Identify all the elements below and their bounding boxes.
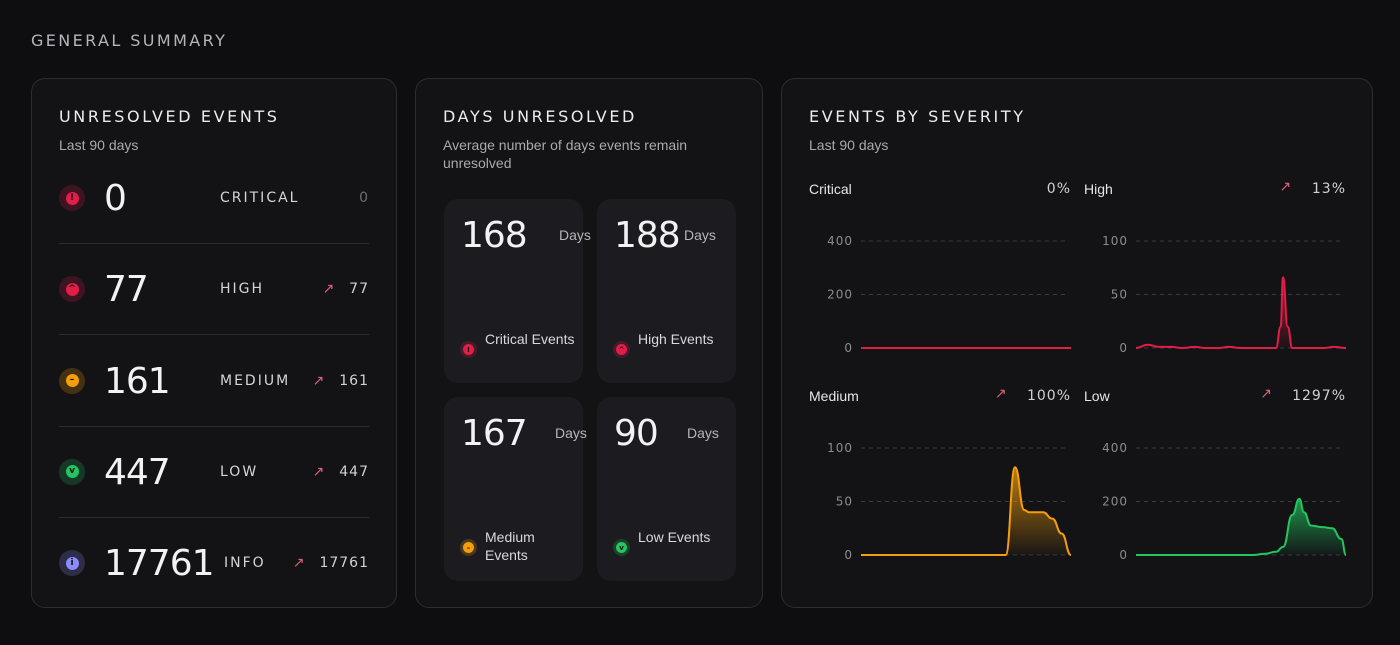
trend-up-icon: ↗ [322,281,336,298]
days-tile-low[interactable]: 90 Days v Low Events [597,397,736,581]
days-value: 168 [461,215,528,256]
days-label: Low Events [638,529,711,545]
events-by-severity-card: EVENTS BY SEVERITY Last 90 days Critical… [781,78,1373,608]
severity-chart-low: Low 1297% ↗ 0 200 400 [1084,385,1346,568]
trend-up-icon: ↗ [1260,385,1272,401]
days-unresolved-subtitle: Average number of days events remain unr… [443,137,688,171]
chart-change: 100% [1026,388,1071,404]
chart-title: High [1084,181,1113,197]
series-area [1136,498,1346,555]
days-unresolved-card: DAYS UNRESOLVED Average number of days e… [415,78,763,608]
event-count: 17761 [104,543,215,585]
event-count: 0 [104,178,127,219]
chart-change: 13% [1311,181,1346,197]
events-by-severity-title: EVENTS BY SEVERITY [809,107,1026,126]
severity-label: LOW [220,463,259,480]
y-tick-label: 0 [844,341,853,355]
critical-severity-icon: ! [59,185,85,211]
series-line [1136,497,1346,556]
event-row-high[interactable]: ^ 77 HIGH ↗ 77 [59,244,369,336]
series-area [1136,277,1346,348]
series-line [1135,276,1346,350]
chart-change: 1297% [1292,388,1346,404]
low-severity-icon: v [616,542,627,553]
chart-plot: 0 200 400 [827,234,1071,355]
severity-label: CRITICAL [220,190,300,206]
days-value: 188 [614,215,681,256]
chart-change: 0% [1046,181,1071,197]
days-tile-critical[interactable]: 168 Days! Critical Events [444,199,591,383]
severity-label: MEDIUM [220,372,291,389]
events-by-severity-subtitle: Last 90 days [809,137,889,153]
days-unit: Days [684,227,716,243]
chart-title: Low [1084,388,1110,404]
y-tick-label: 200 [827,288,853,302]
y-tick-label: 50 [1111,288,1128,302]
info-severity-icon: i [59,550,85,577]
severity-label: INFO [224,555,266,572]
days-label: Medium Events [485,529,535,563]
event-row-critical[interactable]: ! 0 CRITICAL 0 [59,153,369,244]
y-tick-label: 0 [1119,548,1128,562]
trend-up-icon: ↗ [1279,178,1292,194]
chart-plot: 0 200 400 [1102,441,1346,562]
unresolved-events-title: UNRESOLVED EVENTS [59,107,280,126]
medium-severity-icon: – [59,367,85,394]
y-tick-label: 100 [1102,234,1128,248]
event-count: 447 [104,451,171,493]
days-tile-high[interactable]: 188 Days ^ High Events [597,199,736,383]
days-label: High Events [638,331,714,347]
severity-chart-critical: Critical 0% 0 200 400 [809,181,1071,361]
unresolved-events-card: UNRESOLVED EVENTS Last 90 days ! 0 CRITICA… [31,78,397,608]
y-tick-label: 400 [1102,441,1128,455]
days-label: Critical Events [485,331,575,347]
trend-up-icon: ↗ [994,385,1007,401]
y-tick-label: 0 [1119,341,1128,355]
trend-value: ↗ 17761 [292,555,369,572]
chart-plot: 0 50 100 [1102,234,1346,355]
y-tick-label: 200 [1102,495,1128,509]
chart-title: Medium [809,388,859,404]
series-area [861,467,1071,555]
medium-severity-icon: – [463,542,474,553]
trend-value: ↗ 77 [322,281,369,298]
unresolved-events-subtitle: Last 90 days [59,137,139,153]
chart-title: Critical [809,181,852,197]
high-severity-icon: ^ [616,344,627,355]
days-value: 90 [614,413,659,454]
event-row-medium[interactable]: –161 MEDIUM ↗ 161 [59,336,369,427]
trend-value: ↗ 161 [312,372,369,389]
severity-chart-high: High 13% ↗ 0 50 100 [1084,178,1346,361]
days-unit: Days [687,425,719,441]
days-unit: Days [559,227,591,243]
y-tick-label: 100 [827,441,853,455]
trend-value: ↗ 447 [312,463,369,480]
days-unresolved-title: DAYS UNRESOLVED [443,107,637,126]
y-tick-label: 0 [844,548,853,562]
trend-value: 0 [359,190,369,206]
series-line [861,466,1071,556]
severity-label: HIGH [220,281,265,298]
severity-chart-medium: Medium 100% ↗ 0 50 100 [809,385,1071,568]
trend-up-icon: ↗ [312,463,326,480]
critical-severity-icon: ! [463,344,474,355]
high-severity-icon: ^ [59,276,85,303]
days-unit: Days [555,425,587,441]
days-value: 167 [461,413,528,454]
chart-plot: 0 50 100 [827,441,1071,562]
trend-up-icon: ↗ [312,372,326,389]
low-severity-icon: v [59,458,85,485]
trend-up-icon: ↗ [292,555,306,572]
page-title: GENERAL SUMMARY [31,31,228,50]
days-tile-medium[interactable]: 167 Days – Medium Events [444,397,587,581]
y-tick-label: 50 [836,495,853,509]
event-count: 77 [104,269,149,311]
event-row-low[interactable]: v 447 LOW ↗ 447 [59,427,369,518]
y-tick-label: 400 [827,234,853,248]
event-count: 161 [104,360,171,402]
event-row-info[interactable]: i 17761 INFO ↗ 17761 [59,518,369,609]
